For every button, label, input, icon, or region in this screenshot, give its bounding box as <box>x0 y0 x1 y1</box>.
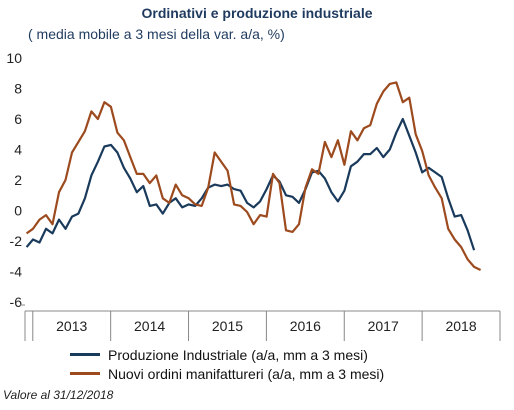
y-tick-label: -2 <box>10 233 23 249</box>
y-tick-label: 8 <box>14 81 22 97</box>
chart-subtitle: ( media mobile a 3 mesi della var. a/a, … <box>28 26 285 42</box>
legend-swatch-production <box>70 353 100 356</box>
x-tick-label: 2017 <box>368 318 399 334</box>
legend-label-production: Produzione Industriale (a/a, mm a 3 mesi… <box>108 346 368 363</box>
chart-title: Ordinativi e produzione industriale <box>141 5 373 21</box>
series-lines <box>25 81 482 271</box>
x-tick-label: 2014 <box>134 318 165 334</box>
y-tick-label: -4 <box>10 264 23 280</box>
y-axis: -6 -4 -2 0 2 4 6 8 10 <box>6 50 25 310</box>
x-tick-label: 2018 <box>445 318 476 334</box>
legend-label-orders: Nuovi ordini manifattureri (a/a, mm a 3 … <box>108 365 385 382</box>
series-line-production <box>25 117 476 251</box>
y-tick-label: 4 <box>14 142 22 158</box>
x-axis: 2013 2014 2015 2016 2017 2018 <box>24 310 501 341</box>
y-tick-label: 0 <box>14 203 22 219</box>
y-tick-label: -6 <box>10 294 23 310</box>
legend-item-orders: Nuovi ordini manifattureri (a/a, mm a 3 … <box>70 364 384 383</box>
series-line-orders <box>25 81 482 271</box>
legend-swatch-orders <box>70 372 100 375</box>
y-tick-label: 6 <box>14 111 22 127</box>
x-tick-label: 2015 <box>212 318 243 334</box>
x-tick-label: 2016 <box>290 318 321 334</box>
y-tick-label: 2 <box>14 172 22 188</box>
legend-item-production: Produzione Industriale (a/a, mm a 3 mesi… <box>70 345 384 364</box>
y-tick-label: 10 <box>6 50 22 66</box>
legend: Produzione Industriale (a/a, mm a 3 mesi… <box>70 345 384 383</box>
x-tick-label: 2013 <box>56 318 87 334</box>
footnote: Valore al 31/12/2018 <box>3 388 114 402</box>
